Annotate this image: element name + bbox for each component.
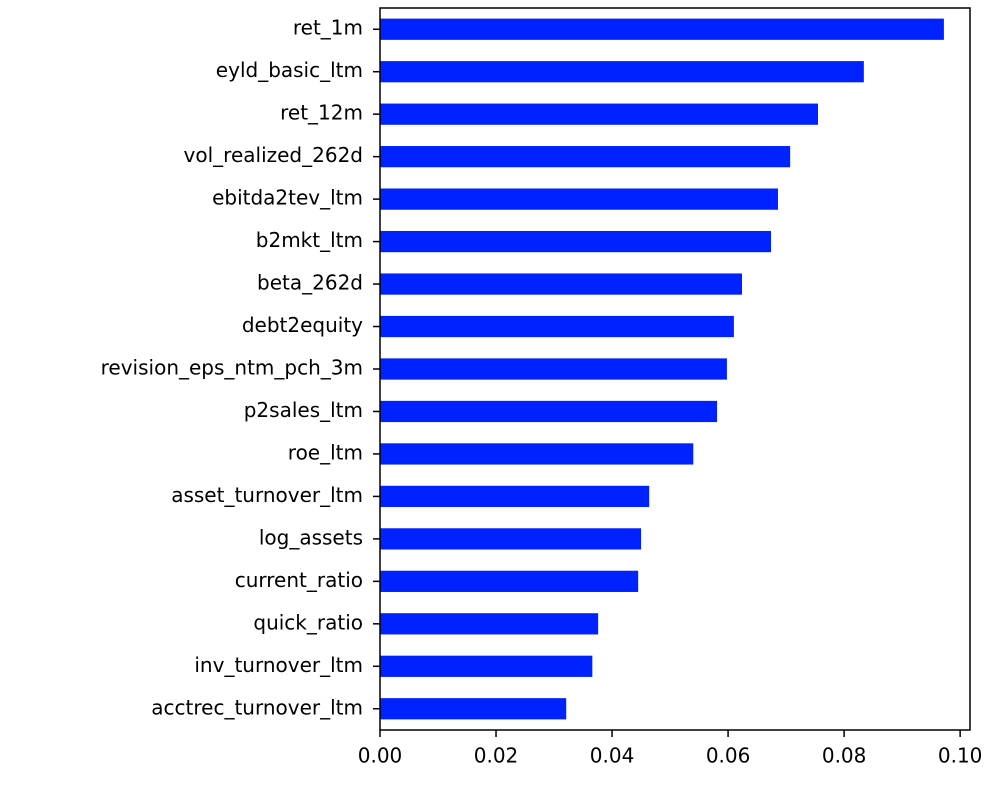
y-tick-label: debt2equity [242,313,363,337]
y-tick-label: revision_eps_ntm_pch_3m [101,356,363,380]
x-tick-label: 0.04 [590,744,635,768]
y-tick-label: eyld_basic_ltm [216,58,363,82]
bar [380,358,727,380]
bar [380,485,650,508]
bar [380,698,567,720]
y-tick-label: p2sales_ltm [244,398,363,422]
bar [380,528,642,550]
y-tick-label: roe_ltm [288,440,363,464]
bar [380,400,718,423]
x-tick-label: 0.02 [474,744,519,768]
y-tick-label: b2mkt_ltm [256,228,363,252]
bar [380,146,791,168]
x-tick-label: 0.10 [938,744,983,768]
y-tick-label: current_ratio [235,568,363,592]
bar [380,655,593,677]
y-tick-label: inv_turnover_ltm [194,653,363,677]
y-tick-label: ebitda2tev_ltm [212,186,363,210]
bar [380,188,778,210]
x-tick-label: 0.08 [822,744,867,768]
y-tick-label: ret_12m [280,101,363,125]
y-tick-label: vol_realized_262d [184,143,363,167]
y-tick-label: beta_262d [257,271,363,295]
bar [380,613,599,635]
x-tick-label: 0.06 [706,744,751,768]
x-tick-label: 0.00 [358,744,403,768]
bar [380,18,944,40]
y-tick-label: asset_turnover_ltm [171,483,363,507]
plot-frame [379,7,971,731]
bar [380,103,819,125]
y-tick-label: ret_1m [293,16,363,40]
y-tick-label: log_assets [259,525,363,549]
bar [380,61,864,83]
bar [380,570,639,592]
bar [380,315,734,338]
y-tick-label: acctrec_turnover_ltm [151,695,363,719]
bar [380,443,694,465]
y-tick-label: quick_ratio [253,610,363,634]
bar [380,230,772,253]
bar [380,273,743,295]
